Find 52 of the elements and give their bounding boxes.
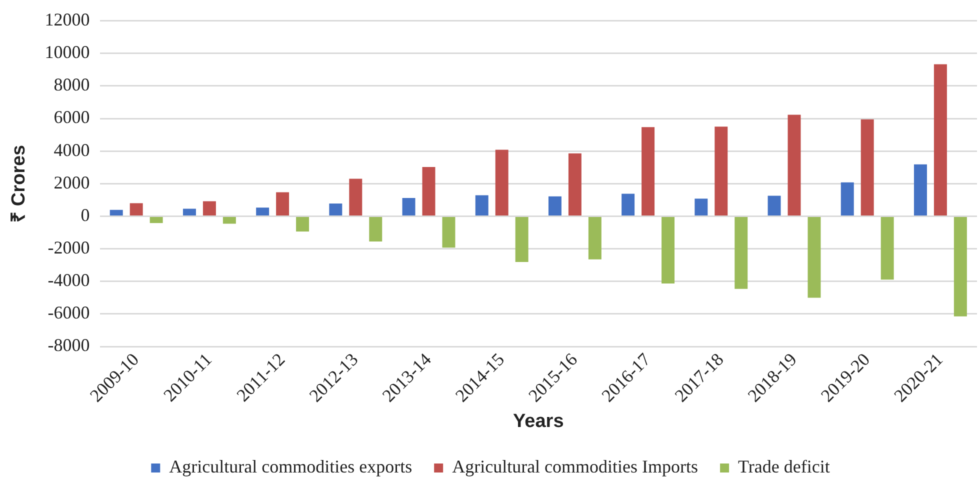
bar bbox=[642, 127, 655, 216]
bar bbox=[694, 198, 708, 216]
bar bbox=[788, 114, 801, 216]
bar bbox=[840, 182, 854, 216]
legend-label: Agricultural commodities exports bbox=[169, 456, 412, 477]
y-tick-label: -2000 bbox=[48, 238, 90, 258]
y-tick-label: -8000 bbox=[48, 335, 90, 356]
y-tick-label: -4000 bbox=[48, 270, 90, 290]
bar bbox=[222, 216, 236, 224]
y-axis-title: ₹ Crores bbox=[8, 144, 30, 222]
bar bbox=[422, 167, 436, 216]
bar bbox=[860, 119, 874, 216]
bar bbox=[329, 204, 342, 216]
bar bbox=[808, 216, 821, 298]
bar bbox=[714, 126, 728, 216]
y-tick-label: 2000 bbox=[54, 172, 90, 192]
bar bbox=[662, 216, 675, 284]
bar bbox=[110, 210, 123, 216]
x-axis-title: Years bbox=[513, 410, 564, 432]
bar bbox=[954, 216, 967, 316]
y-tick-label: 6000 bbox=[54, 107, 90, 128]
bar bbox=[734, 216, 748, 289]
bar bbox=[296, 216, 310, 232]
bar bbox=[515, 216, 528, 262]
y-tick-label: 10000 bbox=[44, 42, 90, 62]
bar bbox=[182, 208, 196, 216]
y-tick-label: -6000 bbox=[48, 302, 90, 323]
bar bbox=[768, 196, 781, 216]
bar bbox=[202, 201, 216, 216]
bar bbox=[548, 196, 562, 216]
bar bbox=[369, 216, 382, 242]
bar bbox=[256, 208, 270, 216]
bar bbox=[402, 198, 416, 216]
y-tick-label: 12000 bbox=[44, 10, 90, 30]
bar bbox=[880, 216, 894, 280]
bar bbox=[495, 150, 508, 216]
bar bbox=[349, 178, 362, 216]
y-tick-label: 4000 bbox=[54, 140, 90, 160]
bar bbox=[276, 192, 290, 216]
y-tick-label: 8000 bbox=[54, 74, 90, 95]
bar bbox=[914, 164, 927, 216]
bar bbox=[475, 195, 488, 216]
bar bbox=[150, 216, 163, 224]
legend-label: Trade deficit bbox=[738, 456, 830, 477]
bar bbox=[934, 64, 947, 216]
bar bbox=[622, 194, 635, 216]
bar bbox=[588, 216, 602, 260]
bar bbox=[442, 216, 456, 248]
bar bbox=[130, 203, 143, 216]
y-tick-label: 0 bbox=[80, 204, 90, 225]
bar bbox=[568, 153, 582, 216]
legend-label: Agricultural commodities Imports bbox=[452, 456, 698, 477]
